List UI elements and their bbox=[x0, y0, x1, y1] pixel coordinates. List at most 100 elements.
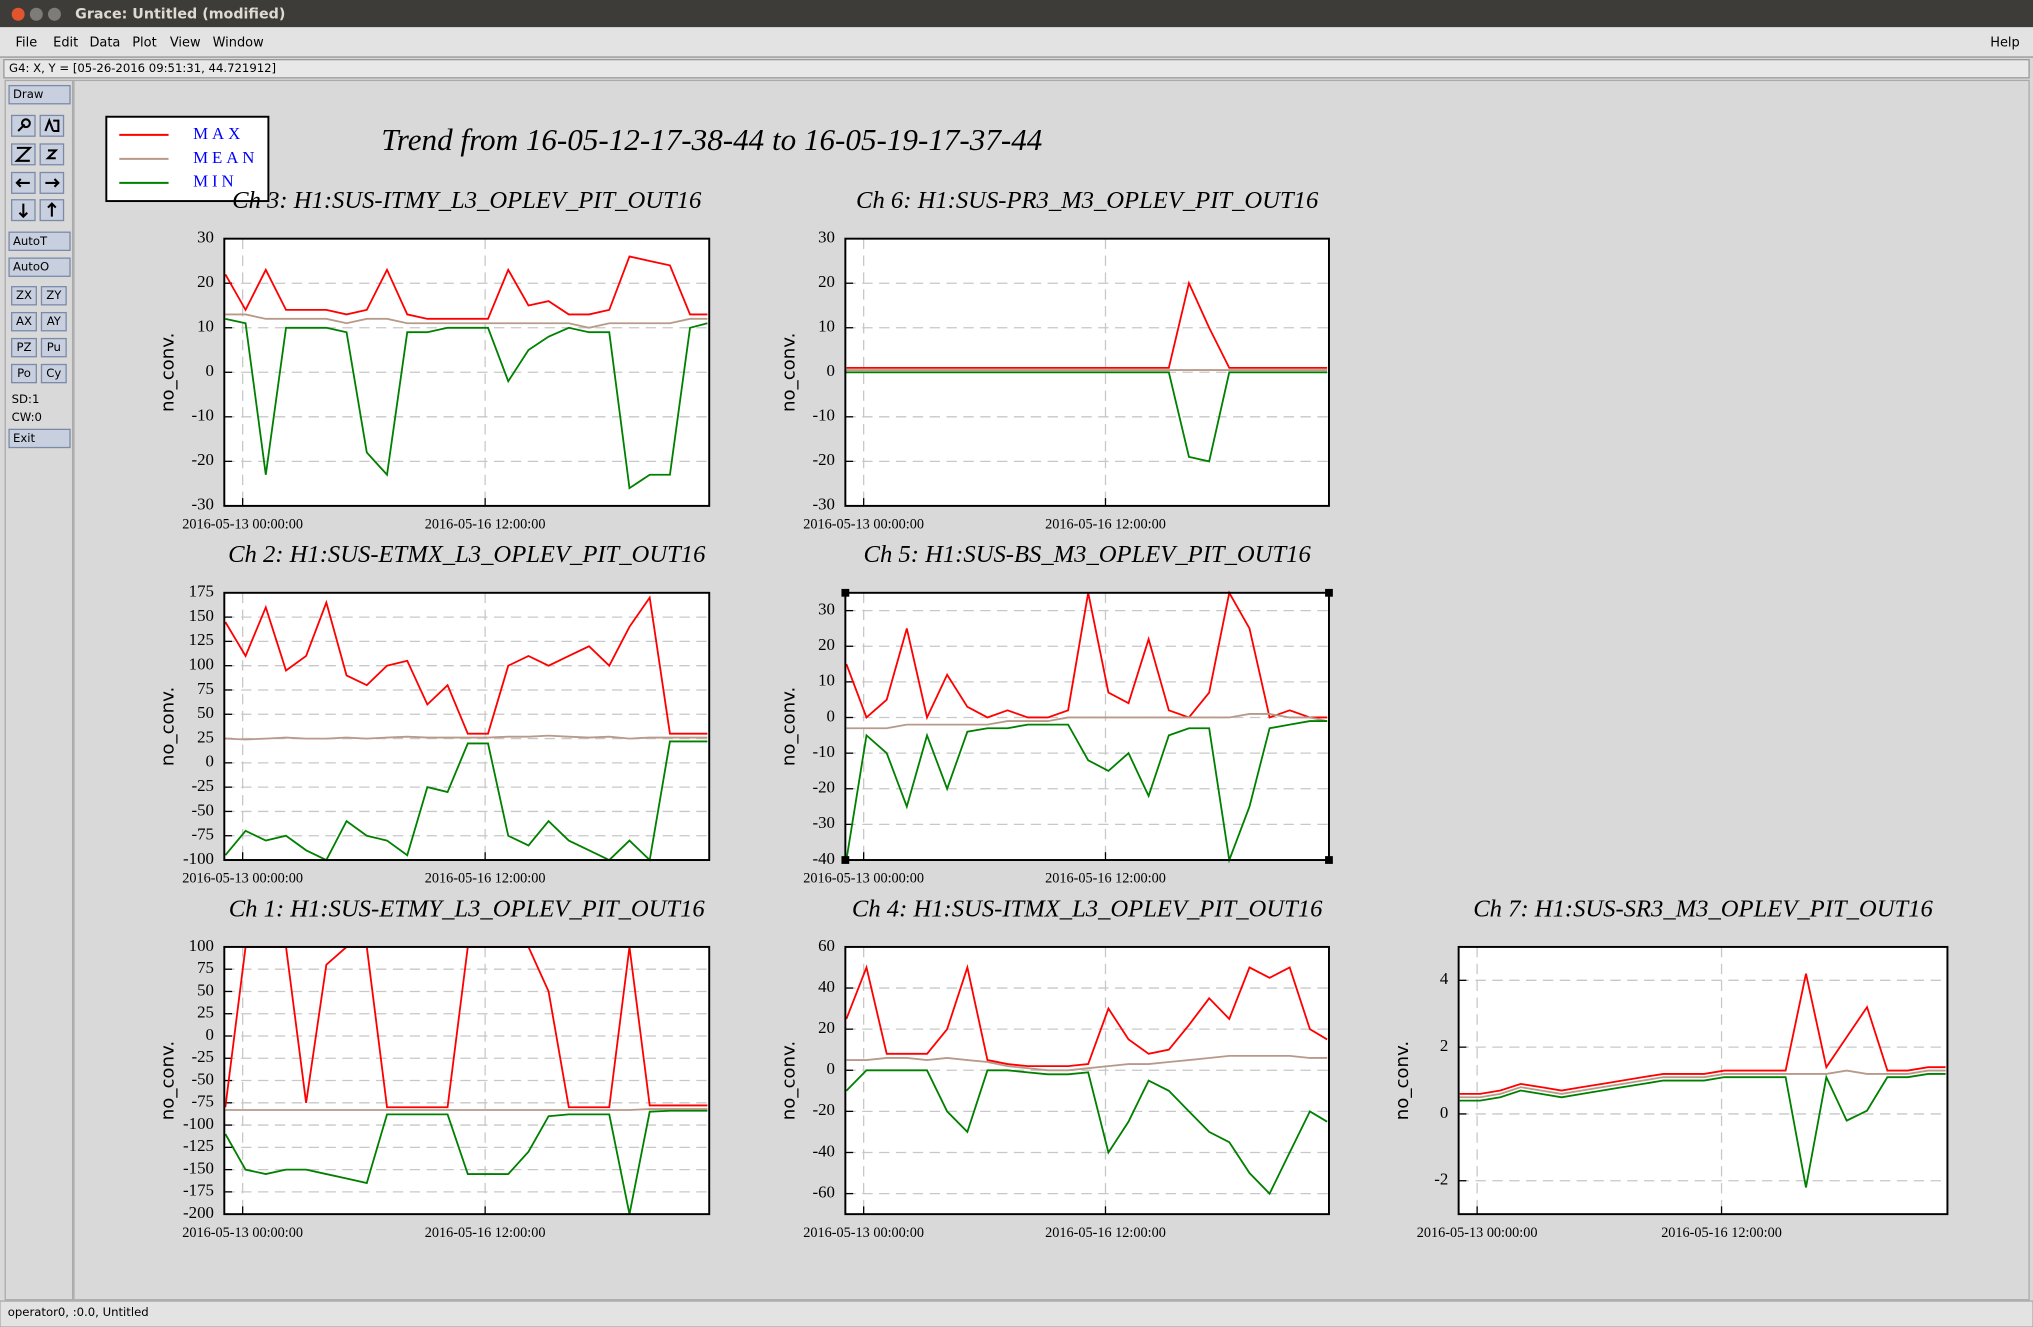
y-tick-label: 0 bbox=[1440, 1103, 1448, 1122]
series-line bbox=[846, 713, 1328, 730]
y-tick-label: -30 bbox=[191, 495, 213, 514]
tool-button[interactable] bbox=[8, 428, 71, 449]
status-text: operator0, :0.0, Untitled bbox=[8, 1305, 149, 1319]
y-tick-label: 150 bbox=[189, 606, 214, 625]
plot-frame bbox=[844, 237, 1330, 507]
y-tick-label: 20 bbox=[818, 1018, 835, 1037]
y-tick-label: -50 bbox=[191, 800, 213, 819]
series-line bbox=[225, 1108, 708, 1111]
selection-handle[interactable] bbox=[1325, 588, 1333, 597]
menu-item[interactable]: Data bbox=[89, 35, 120, 50]
legend-label: MEAN bbox=[193, 148, 258, 167]
maximize-button[interactable] bbox=[47, 7, 61, 21]
x-tick-label: 2016-05-16 12:00:00 bbox=[1661, 1225, 1782, 1241]
y-tick-label: -40 bbox=[813, 849, 835, 868]
tool-button[interactable] bbox=[11, 363, 37, 384]
x-tick-label: 2016-05-13 00:00:00 bbox=[1417, 1225, 1538, 1241]
menu-item[interactable]: Window bbox=[213, 35, 264, 50]
plot-frame bbox=[1457, 945, 1949, 1216]
legend-label: MAX bbox=[193, 124, 244, 143]
y-tick-label: -2 bbox=[1434, 1170, 1448, 1189]
series-line bbox=[1459, 1073, 1946, 1188]
chart-title: Ch 2: H1:SUS-ETMX_L3_OPLEV_PIT_OUT16 bbox=[228, 541, 706, 568]
y-tick-label: -10 bbox=[191, 406, 213, 425]
y-tick-label: 25 bbox=[197, 727, 214, 746]
icon-glyph bbox=[14, 146, 33, 162]
menu-item[interactable]: Edit bbox=[53, 35, 78, 50]
y-tick-label: 2 bbox=[1440, 1036, 1448, 1055]
x-tick-label: 2016-05-16 12:00:00 bbox=[1045, 1225, 1166, 1241]
tool-button-label: Po bbox=[17, 366, 31, 380]
tool-button[interactable] bbox=[8, 84, 71, 105]
tool-button[interactable] bbox=[40, 337, 67, 358]
plot-area bbox=[845, 946, 1329, 1215]
tool-button-label: ZX bbox=[16, 288, 32, 302]
tool-button-label: ZY bbox=[46, 288, 62, 302]
menu-item[interactable]: View bbox=[170, 35, 201, 50]
y-tick-label: 100 bbox=[189, 655, 214, 674]
title-bar bbox=[0, 0, 2033, 28]
y-tick-label: 0 bbox=[827, 706, 835, 725]
tool-button[interactable] bbox=[40, 311, 67, 332]
y-tick-label: -30 bbox=[813, 813, 835, 832]
x-tick-label: 2016-05-16 12:00:00 bbox=[425, 1225, 546, 1241]
tool-panel bbox=[4, 79, 74, 1301]
status-line: CW:0 bbox=[12, 410, 42, 424]
series-line bbox=[225, 734, 708, 741]
y-tick-label: 30 bbox=[818, 599, 835, 618]
series-line bbox=[1459, 973, 1946, 1095]
selection-handle[interactable] bbox=[841, 588, 850, 597]
tool-button-label: Cy bbox=[46, 366, 61, 380]
x-tick-label: 2016-05-13 00:00:00 bbox=[182, 1225, 303, 1241]
plot-frame bbox=[223, 945, 711, 1216]
tool-button[interactable] bbox=[11, 311, 37, 332]
series-line bbox=[846, 1054, 1328, 1072]
tool-button[interactable] bbox=[8, 231, 71, 252]
tool-button[interactable] bbox=[11, 286, 37, 306]
y-tick-label: 40 bbox=[818, 977, 835, 996]
y-tick-label: -20 bbox=[813, 450, 835, 469]
y-tick-label: -200 bbox=[183, 1203, 214, 1222]
plot-area bbox=[845, 592, 1329, 861]
y-tick-label: 125 bbox=[189, 630, 214, 649]
icon-glyph bbox=[17, 118, 31, 132]
y-tick-label: -20 bbox=[813, 778, 835, 797]
y-tick-label: 0 bbox=[206, 361, 214, 380]
x-tick-label: 2016-05-16 12:00:00 bbox=[1045, 517, 1166, 533]
y-tick-label: -25 bbox=[191, 1047, 213, 1066]
menu-bar bbox=[0, 27, 2033, 58]
series-line bbox=[846, 371, 1328, 463]
y-tick-label: 0 bbox=[827, 1059, 835, 1078]
minimize-button[interactable] bbox=[29, 7, 43, 21]
close-button[interactable] bbox=[11, 7, 25, 21]
plot-frame bbox=[844, 945, 1330, 1216]
y-axis-label: no_conv. bbox=[158, 687, 179, 766]
legend-label: MIN bbox=[193, 172, 237, 191]
tool-button[interactable] bbox=[40, 363, 67, 384]
selection-handle[interactable] bbox=[841, 856, 850, 864]
y-axis-label: no_conv. bbox=[779, 687, 800, 766]
series-line bbox=[1459, 1069, 1946, 1099]
y-axis-label: no_conv. bbox=[1392, 1041, 1413, 1120]
menu-item[interactable]: Plot bbox=[132, 35, 156, 50]
x-tick-label: 2016-05-13 00:00:00 bbox=[803, 1225, 924, 1241]
tool-button-label: Pu bbox=[47, 340, 61, 354]
menu-item[interactable]: File bbox=[16, 35, 38, 50]
status-bar bbox=[0, 1300, 2033, 1327]
x-tick-label: 2016-05-16 12:00:00 bbox=[1045, 871, 1166, 887]
status-line: SD:1 bbox=[12, 392, 40, 406]
tool-button[interactable] bbox=[8, 257, 71, 277]
plot-frame bbox=[223, 591, 711, 861]
x-tick-label: 2016-05-13 00:00:00 bbox=[803, 517, 924, 533]
selection-handle[interactable] bbox=[1325, 856, 1333, 864]
tool-button[interactable] bbox=[40, 286, 67, 306]
y-tick-label: 20 bbox=[197, 272, 214, 291]
help-menu[interactable]: Help bbox=[1990, 35, 2020, 50]
series-line bbox=[845, 1069, 1328, 1196]
y-tick-label: -20 bbox=[191, 450, 213, 469]
tool-button[interactable] bbox=[11, 337, 37, 358]
x-tick-label: 2016-05-16 12:00:00 bbox=[425, 871, 546, 887]
tool-button-label: AY bbox=[47, 314, 62, 328]
